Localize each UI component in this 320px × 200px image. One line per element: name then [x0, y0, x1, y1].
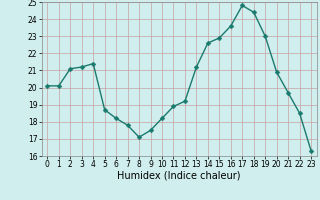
- X-axis label: Humidex (Indice chaleur): Humidex (Indice chaleur): [117, 171, 241, 181]
